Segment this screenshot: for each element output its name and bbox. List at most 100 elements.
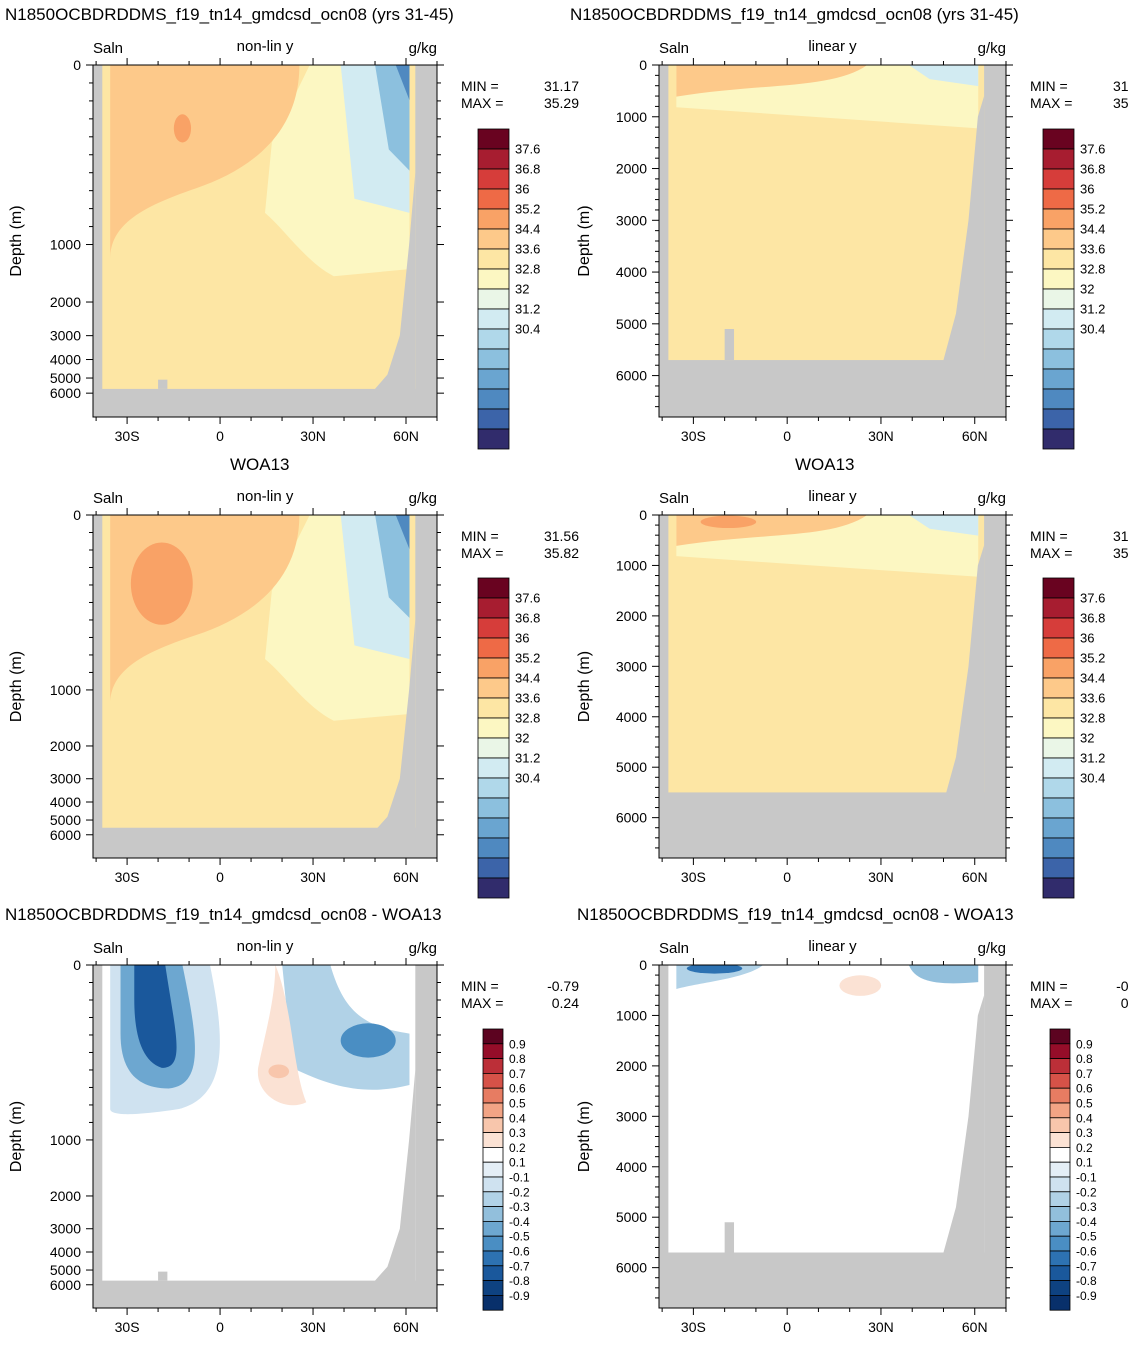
x-tick-label: 0: [216, 869, 224, 885]
x-tick-label: 30N: [300, 1319, 326, 1335]
colorbar-swatch: [1042, 408, 1075, 430]
y-tick-label: 3000: [616, 212, 647, 228]
y-tick-label: 6000: [616, 1260, 647, 1276]
colorbar-label: 32.8: [515, 262, 540, 277]
x-tick-label: 0: [783, 428, 791, 444]
salinity-max-core: [130, 542, 193, 625]
colorbar-label: 35.2: [515, 202, 540, 217]
colorbar-swatch: [1042, 128, 1075, 150]
land-west: [659, 515, 669, 858]
land-east: [415, 65, 437, 417]
colorbar-swatch: [1042, 637, 1075, 659]
y-tick-label: 2000: [50, 1188, 81, 1204]
negative-anomaly-core: [134, 965, 177, 1068]
colorbar-swatch: [1049, 1235, 1071, 1252]
colorbar-swatch: [1042, 737, 1075, 759]
variable-label: Saln: [93, 940, 123, 957]
colorbar-label: 36.8: [515, 162, 540, 177]
units-label: g/kg: [409, 40, 437, 57]
x-tick-label: 30N: [300, 428, 326, 444]
continental-slope: [943, 995, 985, 1308]
max-value: 0.24: [1121, 995, 1129, 1011]
colorbar-swatch: [1049, 1087, 1071, 1104]
y-axis-label: Depth (m): [576, 205, 593, 276]
seamount: [724, 1222, 735, 1253]
x-tick-label: 30N: [300, 869, 326, 885]
colorbar-swatch: [1042, 617, 1075, 639]
colorbar-swatch: [477, 597, 510, 619]
colorbar-label: 0.6: [509, 1082, 526, 1096]
colorbar-swatch: [1042, 757, 1075, 779]
contour-field: [93, 965, 437, 1308]
y-tick-label: 1000: [616, 109, 647, 125]
colorbar-label: 0.8: [509, 1052, 526, 1066]
colorbar-swatch: [477, 857, 510, 879]
colorbar-swatch: [1042, 248, 1075, 270]
colorbar-swatch: [482, 1132, 504, 1148]
contour-field: [93, 515, 437, 858]
colorbar-swatch: [477, 428, 510, 450]
min-label: MIN =: [461, 978, 499, 994]
colorbar-label: -0.7: [509, 1259, 530, 1273]
max-label: MAX =: [1030, 995, 1072, 1011]
colorbar-label: 31.2: [1080, 302, 1105, 317]
colorbar-label: 35.2: [515, 651, 540, 666]
northern-negative: [908, 965, 979, 984]
colorbar-swatch: [477, 717, 510, 739]
y-tick-label: 1000: [50, 1132, 81, 1148]
colorbar-label: 0.1: [509, 1156, 526, 1170]
y-tick-label: 3000: [616, 1108, 647, 1124]
colorbar-label: 30.4: [1080, 322, 1105, 337]
colorbar-swatch: [1049, 1250, 1071, 1267]
y-tick-label: 6000: [50, 385, 81, 401]
colorbar-label: 37.6: [515, 142, 540, 157]
x-tick-label: 0: [783, 869, 791, 885]
high-salinity-lobe: [110, 65, 300, 259]
colorbar-label: 32.8: [1080, 711, 1105, 726]
colorbar-label: 30.4: [515, 771, 540, 786]
y-tick-label: 5000: [616, 316, 647, 332]
colorbar-swatch: [1049, 1102, 1071, 1119]
x-tick-label: 30N: [868, 869, 894, 885]
y-tick-label: 0: [73, 507, 81, 523]
min-value: 31.17: [1113, 78, 1129, 94]
colorbar-swatch: [477, 208, 510, 230]
max-value: 0.24: [552, 995, 579, 1011]
colorbar-label: -0.5: [1076, 1230, 1097, 1244]
min-value: -0.79: [1116, 978, 1129, 994]
y-axis-label: Depth (m): [576, 1101, 593, 1172]
y-tick-label: 6000: [616, 368, 647, 384]
colorbar-label: 36: [515, 631, 529, 646]
y-axis-label: Depth (m): [576, 651, 593, 722]
colorbar-label: 36: [1080, 631, 1094, 646]
colorbar-swatch: [482, 1191, 504, 1208]
colorbar-swatch: [477, 817, 510, 839]
scale-label: non-lin y: [237, 38, 294, 55]
colorbar-swatch: [477, 797, 510, 819]
colorbar-label: 34.4: [1080, 222, 1105, 237]
salinity-max-core: [173, 114, 192, 143]
contour-field: [659, 965, 1006, 1308]
land-east: [984, 965, 1006, 1308]
panel-title: N1850OCBDRDDMS_f19_tn14_gmdcsd_ocn08 - W…: [577, 905, 1014, 924]
colorbar-label: 37.6: [1080, 591, 1105, 606]
colorbar-swatch: [477, 228, 510, 250]
colorbar-swatch: [482, 1295, 504, 1311]
colorbar-swatch: [1042, 577, 1075, 599]
plot-frame: [92, 64, 438, 418]
colorbar-swatch: [1049, 1161, 1071, 1178]
colorbar-label: 0.7: [1076, 1067, 1093, 1081]
colorbar-swatch: [482, 1117, 504, 1134]
min-value: -0.79: [547, 978, 579, 994]
positive-anomaly: [839, 975, 882, 996]
y-tick-label: 2000: [616, 161, 647, 177]
panel-title: WOA13: [230, 455, 290, 474]
min-label: MIN =: [461, 78, 499, 94]
panel-6: 30S 0 30N 60N 0 1000 2000 3000 4000 5000 6000 Depth…: [576, 905, 1129, 1335]
colorbar-label: 32: [1080, 731, 1094, 746]
plot-frame: [92, 514, 438, 859]
surface-max: [700, 515, 757, 529]
colorbar-label: -0.1: [1076, 1171, 1097, 1185]
